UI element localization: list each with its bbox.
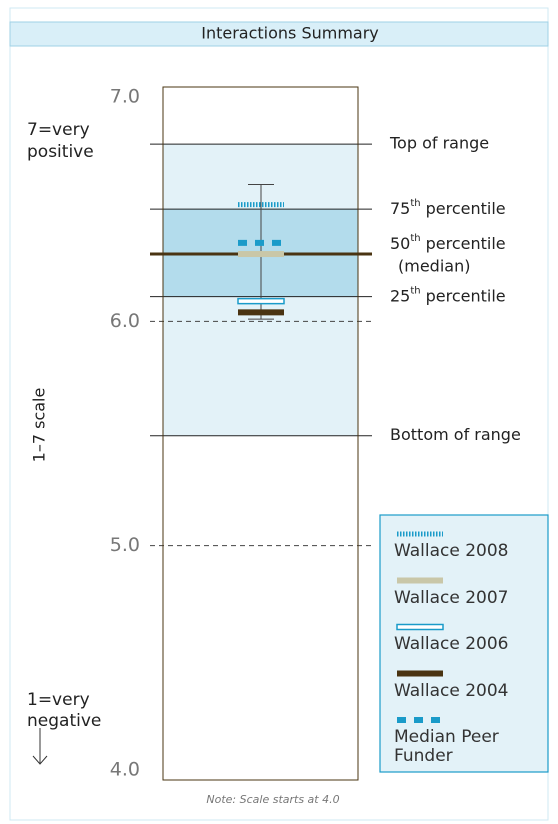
series-mark (396, 623, 444, 631)
series (237, 297, 285, 305)
y-tick-label: 7.0 (110, 86, 140, 108)
down-arrow (32, 728, 48, 765)
legend-box (379, 514, 549, 773)
chart-title: Interactions Summary (201, 24, 379, 43)
y-tick-label: 6.0 (110, 310, 140, 332)
y-axis-label: 1–7 scale (30, 388, 49, 463)
marker-label: Bottom of range (390, 425, 521, 444)
legend-label: Wallace 2006 (394, 634, 509, 654)
legend-label: Median Peer Funder (394, 727, 499, 766)
y-tick-label: 5.0 (110, 534, 140, 556)
bottom-annotation: 1=very (27, 690, 90, 710)
bottom-annotation: negative (27, 711, 101, 731)
top-annotation: 7=very (27, 120, 90, 140)
panel (9, 7, 549, 821)
series (238, 251, 284, 258)
marker-ordinal: 75 (390, 199, 410, 218)
marker-label: 50th percentile (390, 233, 506, 253)
legend-symbol (396, 623, 444, 631)
marker-text: percentile (426, 199, 506, 218)
marker-ordinal: 25 (390, 286, 410, 305)
header-bar (9, 21, 549, 47)
marker-text: percentile (426, 234, 506, 253)
top-annotation: positive (27, 142, 94, 162)
series-mark (397, 670, 443, 677)
series-mark (238, 251, 284, 258)
series-mark (397, 577, 443, 584)
marker-label: 25th percentile (390, 286, 506, 306)
legend-label: Wallace 2007 (394, 587, 509, 608)
y-tick-label: 4.0 (110, 759, 140, 781)
series-mark (237, 297, 285, 305)
marker-ordinal: 50 (390, 234, 410, 253)
legend-label: Wallace 2008 (394, 541, 509, 561)
frame (162, 86, 359, 781)
marker-label: 75th percentile (390, 198, 506, 218)
series-mark (238, 309, 284, 316)
marker-sublabel: (median) (398, 257, 470, 276)
legend-symbol (397, 577, 443, 584)
legend-symbol (397, 670, 443, 677)
marker-suffix: th (410, 233, 420, 244)
marker-label: Top of range (389, 134, 489, 153)
marker-text: percentile (426, 286, 506, 305)
note: Note: Scale starts at 4.0 (206, 793, 339, 806)
legend-label: Wallace 2004 (394, 680, 509, 701)
marker-suffix: th (410, 198, 420, 209)
series (238, 309, 284, 316)
marker-suffix: th (410, 286, 420, 297)
